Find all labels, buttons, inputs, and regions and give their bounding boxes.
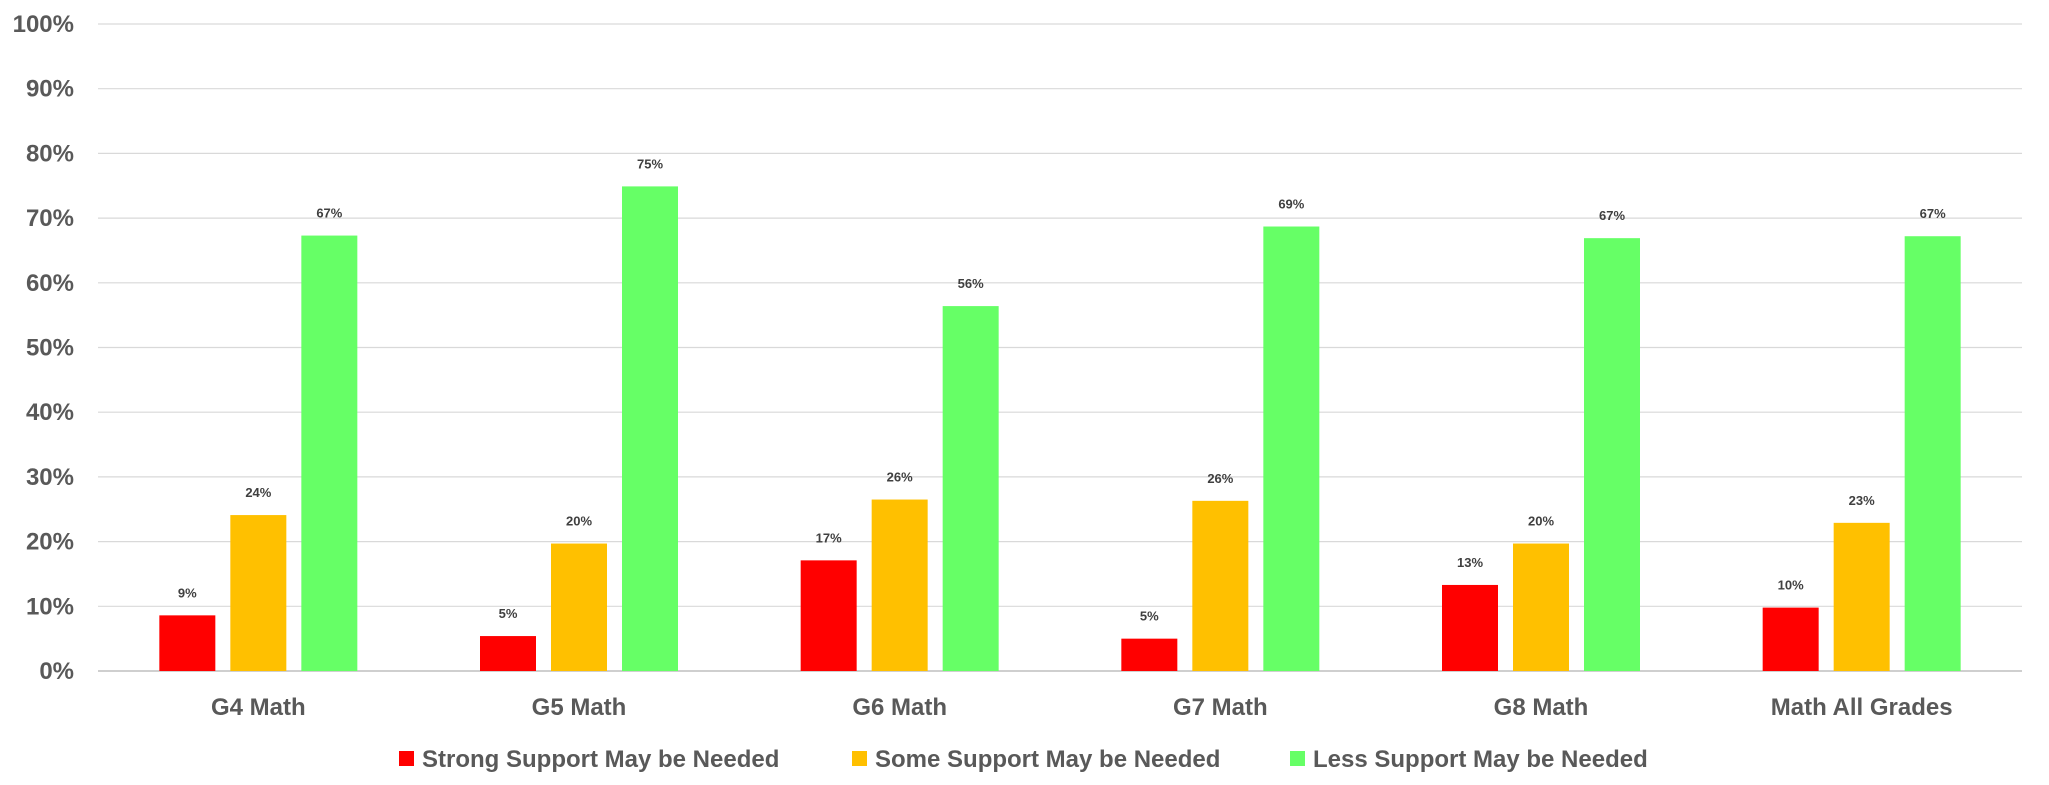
y-tick-label: 100% bbox=[13, 11, 74, 38]
legend-label: Strong Support May be Needed bbox=[422, 746, 779, 773]
bar bbox=[551, 543, 607, 671]
data-label: 5% bbox=[1140, 609, 1159, 624]
y-tick-label: 40% bbox=[26, 399, 74, 426]
data-label: 20% bbox=[1528, 514, 1554, 529]
bar bbox=[1121, 638, 1178, 671]
data-label: 10% bbox=[1778, 578, 1804, 593]
x-tick-label: G6 Math bbox=[852, 694, 947, 721]
y-tick-label: 70% bbox=[26, 205, 74, 232]
x-tick-label: G5 Math bbox=[532, 694, 627, 721]
data-label: 75% bbox=[637, 156, 663, 171]
legend-swatch bbox=[399, 751, 414, 766]
data-label: 67% bbox=[1599, 208, 1625, 223]
data-labels: 9% 24% 67% 5% 20% 75% 17% 26% 56% 5% 26% 69% 13% 20% 6… bbox=[178, 156, 1946, 623]
data-label: 24% bbox=[245, 485, 271, 500]
bar bbox=[1904, 236, 1961, 671]
data-label: 69% bbox=[1278, 197, 1304, 212]
bar bbox=[622, 186, 678, 671]
x-tick-label: G4 Math bbox=[211, 694, 306, 721]
y-tick-label: 30% bbox=[26, 464, 74, 491]
bar bbox=[871, 499, 928, 671]
bars bbox=[159, 186, 1961, 672]
y-tick-label: 90% bbox=[26, 76, 74, 103]
gridlines bbox=[98, 23, 2022, 672]
x-tick-label: Math All Grades bbox=[1771, 694, 1953, 721]
legend-label: Some Support May be Needed bbox=[875, 746, 1220, 773]
bar bbox=[1513, 543, 1569, 671]
y-axis-ticks: 0% 10% 20% 30% 40% 50% 60% 70% 80% 90% 100% bbox=[13, 11, 74, 685]
x-tick-label: G8 Math bbox=[1494, 694, 1589, 721]
bar bbox=[480, 636, 536, 671]
data-label: 67% bbox=[1920, 206, 1946, 221]
y-tick-label: 80% bbox=[26, 140, 74, 167]
bar bbox=[1192, 500, 1249, 671]
data-label: 26% bbox=[887, 470, 913, 485]
legend: Strong Support May be Needed Some Support… bbox=[399, 746, 1648, 773]
y-tick-label: 10% bbox=[26, 593, 74, 620]
bar bbox=[1263, 226, 1320, 672]
data-label: 26% bbox=[1207, 471, 1233, 486]
bar bbox=[230, 515, 287, 671]
bar bbox=[800, 560, 857, 671]
data-label: 9% bbox=[178, 585, 197, 600]
bar bbox=[159, 615, 216, 671]
data-label: 67% bbox=[316, 206, 342, 221]
data-label: 23% bbox=[1849, 493, 1875, 508]
y-tick-label: 60% bbox=[26, 270, 74, 297]
data-label: 13% bbox=[1457, 555, 1483, 570]
legend-label: Less Support May be Needed bbox=[1313, 746, 1648, 773]
data-label: 17% bbox=[816, 530, 842, 545]
data-label: 5% bbox=[499, 606, 518, 621]
y-tick-label: 0% bbox=[39, 658, 74, 685]
bar bbox=[1762, 607, 1819, 671]
x-tick-label: G7 Math bbox=[1173, 694, 1268, 721]
legend-swatch bbox=[852, 751, 867, 766]
x-axis-ticks: G4 Math G5 Math G6 Math G7 Math G8 Math Math … bbox=[211, 694, 1953, 721]
bar bbox=[942, 306, 999, 671]
bar bbox=[1442, 584, 1498, 671]
y-tick-label: 50% bbox=[26, 335, 74, 362]
data-label: 56% bbox=[958, 276, 984, 291]
legend-swatch bbox=[1290, 751, 1305, 766]
bar bbox=[1833, 522, 1890, 671]
bar bbox=[1584, 238, 1640, 672]
y-tick-label: 20% bbox=[26, 529, 74, 556]
bar bbox=[301, 235, 358, 671]
data-label: 20% bbox=[566, 514, 592, 529]
